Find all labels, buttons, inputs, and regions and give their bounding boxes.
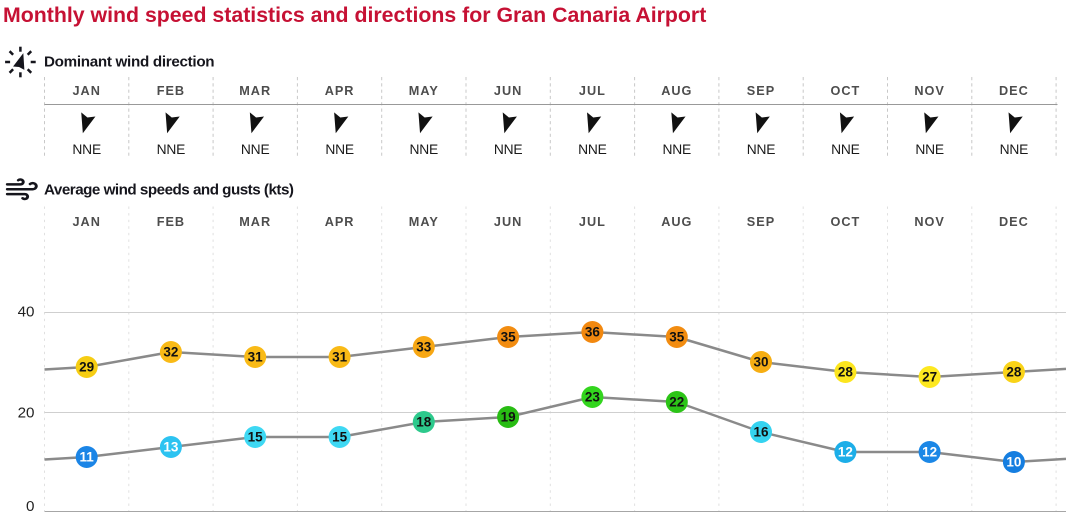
svg-text:NNE: NNE bbox=[72, 142, 101, 157]
svg-text:JUN: JUN bbox=[494, 215, 522, 229]
svg-text:18: 18 bbox=[416, 415, 432, 430]
svg-text:NNE: NNE bbox=[325, 142, 354, 157]
svg-text:10: 10 bbox=[1006, 455, 1021, 470]
svg-text:Dominant wind direction: Dominant wind direction bbox=[44, 54, 214, 71]
svg-text:JUL: JUL bbox=[579, 215, 606, 229]
svg-text:15: 15 bbox=[332, 430, 348, 445]
svg-text:FEB: FEB bbox=[157, 215, 185, 229]
svg-text:22: 22 bbox=[669, 395, 684, 410]
svg-text:NNE: NNE bbox=[157, 142, 186, 157]
svg-text:31: 31 bbox=[248, 350, 264, 365]
svg-text:27: 27 bbox=[922, 370, 937, 385]
svg-text:DEC: DEC bbox=[999, 215, 1029, 229]
svg-text:15: 15 bbox=[248, 430, 264, 445]
svg-text:NNE: NNE bbox=[1000, 142, 1029, 157]
svg-text:FEB: FEB bbox=[157, 84, 185, 98]
svg-text:JAN: JAN bbox=[73, 215, 101, 229]
svg-text:SEP: SEP bbox=[747, 84, 775, 98]
svg-text:30: 30 bbox=[753, 355, 768, 370]
svg-text:NNE: NNE bbox=[241, 142, 270, 157]
svg-text:MAY: MAY bbox=[409, 84, 439, 98]
svg-text:OCT: OCT bbox=[831, 215, 861, 229]
svg-text:APR: APR bbox=[325, 84, 355, 98]
svg-text:32: 32 bbox=[163, 345, 178, 360]
svg-text:33: 33 bbox=[416, 340, 432, 355]
svg-text:36: 36 bbox=[585, 325, 601, 340]
svg-text:DEC: DEC bbox=[999, 84, 1029, 98]
svg-text:29: 29 bbox=[79, 360, 94, 375]
svg-text:16: 16 bbox=[753, 425, 769, 440]
svg-text:12: 12 bbox=[838, 445, 853, 460]
svg-text:SEP: SEP bbox=[747, 215, 775, 229]
svg-text:NOV: NOV bbox=[914, 84, 945, 98]
svg-text:APR: APR bbox=[325, 215, 355, 229]
svg-text:19: 19 bbox=[501, 410, 516, 425]
svg-text:0: 0 bbox=[26, 498, 34, 515]
svg-text:NOV: NOV bbox=[914, 215, 945, 229]
svg-text:AUG: AUG bbox=[661, 215, 692, 229]
svg-text:JUN: JUN bbox=[494, 84, 522, 98]
svg-text:13: 13 bbox=[163, 440, 179, 455]
svg-text:31: 31 bbox=[332, 350, 348, 365]
svg-text:11: 11 bbox=[80, 450, 95, 465]
svg-text:MAR: MAR bbox=[239, 215, 271, 229]
svg-text:40: 40 bbox=[18, 304, 35, 321]
svg-text:OCT: OCT bbox=[831, 84, 861, 98]
svg-text:AUG: AUG bbox=[661, 84, 692, 98]
svg-text:20: 20 bbox=[18, 405, 35, 422]
svg-text:28: 28 bbox=[838, 365, 854, 380]
svg-text:Monthly wind speed statistics: Monthly wind speed statistics and direct… bbox=[3, 3, 706, 27]
svg-text:NNE: NNE bbox=[663, 142, 692, 157]
svg-text:28: 28 bbox=[1006, 365, 1022, 380]
svg-text:Average wind speeds and gusts: Average wind speeds and gusts (kts) bbox=[44, 182, 294, 199]
svg-text:NNE: NNE bbox=[410, 142, 439, 157]
svg-text:12: 12 bbox=[922, 445, 937, 460]
svg-text:JAN: JAN bbox=[73, 84, 101, 98]
svg-text:NNE: NNE bbox=[578, 142, 607, 157]
svg-text:NNE: NNE bbox=[915, 142, 944, 157]
svg-text:23: 23 bbox=[585, 390, 601, 405]
svg-text:NNE: NNE bbox=[494, 142, 523, 157]
svg-text:MAR: MAR bbox=[239, 84, 271, 98]
svg-text:35: 35 bbox=[669, 330, 685, 345]
svg-text:NNE: NNE bbox=[831, 142, 860, 157]
svg-text:NNE: NNE bbox=[747, 142, 776, 157]
svg-text:JUL: JUL bbox=[579, 84, 606, 98]
svg-text:MAY: MAY bbox=[409, 215, 439, 229]
svg-text:35: 35 bbox=[501, 330, 517, 345]
